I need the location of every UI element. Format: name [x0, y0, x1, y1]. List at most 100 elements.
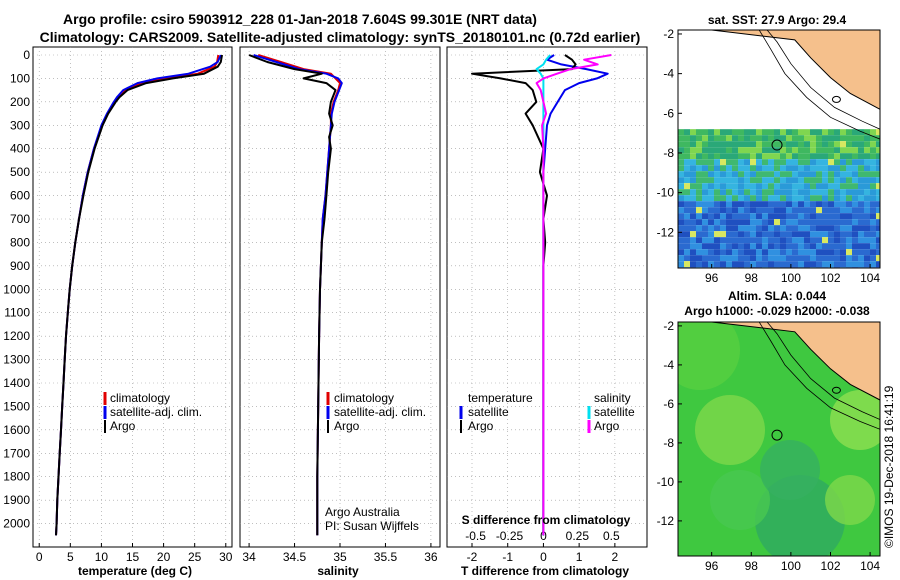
- sst-cell: [738, 207, 744, 214]
- sst-cell: [852, 237, 858, 244]
- sst-cell: [708, 177, 714, 184]
- island-enggano: [831, 95, 841, 103]
- sst-cell: [804, 201, 810, 208]
- sst-cell: [876, 237, 880, 244]
- sst-cell: [762, 237, 768, 244]
- sst-cell: [684, 135, 690, 142]
- sst-cell: [780, 135, 786, 142]
- sst-cell: [858, 213, 864, 220]
- sst-cell: [810, 147, 816, 154]
- map-y-tick-label: -4: [663, 67, 674, 81]
- sla-blob: [695, 395, 765, 465]
- legend-climatology: climatology: [110, 391, 170, 405]
- island-enggano: [831, 386, 841, 394]
- sst-cell: [798, 189, 804, 196]
- sst-cell: [804, 261, 810, 268]
- sst-cell: [708, 153, 714, 160]
- sst-cell: [678, 177, 684, 184]
- sst-cell: [840, 243, 846, 250]
- series-line-climatology: [55, 54, 220, 536]
- sst-cell: [846, 195, 852, 202]
- sst-cell: [696, 237, 702, 244]
- sst-cell: [762, 153, 768, 160]
- sst-cell: [816, 171, 822, 178]
- sst-cell: [684, 255, 690, 262]
- sst-cell: [756, 171, 762, 178]
- sst-cell: [756, 183, 762, 190]
- sst-cell: [846, 213, 852, 220]
- sst-cell: [726, 129, 732, 136]
- sst-cell: [828, 177, 834, 184]
- sst-cell: [762, 177, 768, 184]
- sst-cell: [846, 171, 852, 178]
- sst-cell: [876, 147, 880, 154]
- sst-cell: [858, 177, 864, 184]
- sst-cell: [864, 153, 870, 160]
- sst-cell: [780, 231, 786, 238]
- series-line-satellite: [542, 54, 609, 536]
- sst-cell: [714, 159, 720, 166]
- sst-cell: [786, 243, 792, 250]
- sst-cell: [678, 243, 684, 250]
- sst-cell: [792, 165, 798, 172]
- sst-cell: [876, 243, 880, 250]
- sst-cell: [702, 189, 708, 196]
- sst-cell: [846, 183, 852, 190]
- sst-cell: [870, 207, 876, 214]
- sst-cell: [762, 219, 768, 226]
- sst-cell: [798, 213, 804, 220]
- sst-cell: [804, 255, 810, 262]
- sst-cell: [828, 147, 834, 154]
- sst-cell: [702, 177, 708, 184]
- sst-cell: [696, 243, 702, 250]
- sst-cell: [822, 243, 828, 250]
- sst-cell: [852, 243, 858, 250]
- sst-cell: [780, 129, 786, 136]
- difference-legend: temperature satellite Argo salinity sate…: [459, 391, 635, 433]
- sst-cell: [768, 255, 774, 262]
- sst-cell: [720, 129, 726, 136]
- x-tick-label: 15: [126, 550, 140, 564]
- sst-cell: [798, 243, 804, 250]
- sst-cell: [864, 207, 870, 214]
- y-tick-label: 700: [10, 212, 30, 226]
- sst-cell: [828, 225, 834, 232]
- sst-cell: [846, 129, 852, 136]
- y-tick-label: 1300: [3, 353, 30, 367]
- sst-cell: [726, 237, 732, 244]
- sst-cell: [840, 171, 846, 178]
- sst-cell: [810, 213, 816, 220]
- land-sumatra: [711, 322, 880, 401]
- sst-cell: [690, 219, 696, 226]
- sst-cell: [744, 249, 750, 256]
- sst-cell: [798, 159, 804, 166]
- sst-cell: [822, 213, 828, 220]
- sst-cell: [762, 207, 768, 214]
- y-tick-label: 1100: [4, 306, 30, 320]
- sst-cell: [822, 255, 828, 262]
- x-tick-label: 34: [242, 550, 256, 564]
- sst-cell: [816, 213, 822, 220]
- sst-cell: [774, 135, 780, 142]
- sst-cell: [774, 249, 780, 256]
- sst-cell: [810, 141, 816, 148]
- sst-cell: [858, 207, 864, 214]
- sst-cell: [840, 213, 846, 220]
- sst-cell: [702, 237, 708, 244]
- sst-cell: [678, 237, 684, 244]
- sst-cell: [810, 153, 816, 160]
- bathymetry-contour: [758, 30, 880, 140]
- sst-cell: [876, 255, 880, 262]
- y-tick-label: 1600: [3, 423, 30, 437]
- sst-cell: [870, 213, 876, 220]
- sst-cell: [756, 243, 762, 250]
- sst-cell: [840, 237, 846, 244]
- sst-cell: [780, 153, 786, 160]
- sst-cell: [684, 207, 690, 214]
- sst-cell: [714, 129, 720, 136]
- sst-cell: [822, 129, 828, 136]
- sst-cell: [732, 159, 738, 166]
- sst-cell: [834, 201, 840, 208]
- sst-cell: [876, 171, 880, 178]
- sst-cell: [846, 207, 852, 214]
